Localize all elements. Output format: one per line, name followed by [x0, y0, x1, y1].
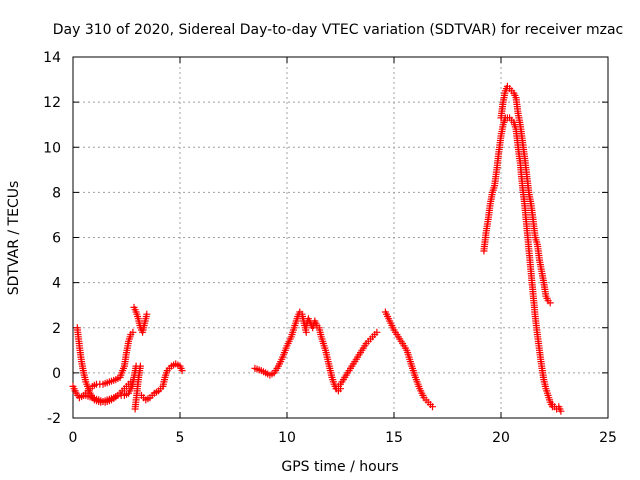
- x-tick-label: 20: [492, 430, 510, 446]
- y-tick-label: 10: [43, 140, 61, 156]
- y-axis-label: SDTVAR / TECUs: [6, 181, 22, 296]
- data-point: [429, 403, 436, 411]
- data-point: [302, 328, 310, 336]
- y-tick-label: 4: [52, 276, 61, 292]
- y-tick-label: 0: [52, 366, 61, 382]
- x-tick-label: 15: [385, 430, 403, 446]
- y-tick-label: 6: [52, 231, 61, 247]
- data-point: [129, 328, 137, 336]
- y-tick-label: 14: [43, 50, 61, 66]
- data-point: [178, 367, 186, 375]
- y-tick-label: 12: [43, 95, 61, 111]
- x-tick-label: 25: [599, 430, 617, 446]
- data-point: [373, 328, 381, 336]
- data-point: [557, 407, 565, 415]
- data-point: [546, 299, 554, 307]
- x-axis-label: GPS time / hours: [281, 459, 398, 475]
- x-tick-label: 0: [69, 430, 78, 446]
- x-tick-label: 10: [278, 430, 296, 446]
- chart-title: Day 310 of 2020, Sidereal Day-to-day VTE…: [53, 22, 623, 38]
- data-point: [136, 362, 144, 370]
- y-tick-label: 8: [52, 185, 61, 201]
- y-tick-label: -2: [47, 411, 61, 427]
- data-point: [143, 310, 151, 318]
- data-points: [69, 82, 565, 415]
- y-tick-label: 2: [52, 321, 61, 337]
- axis-ticks: 0 5 10 15 20 25 -2 0 2 4 6 8 10 12 14: [43, 50, 617, 446]
- x-tick-label: 5: [176, 430, 185, 446]
